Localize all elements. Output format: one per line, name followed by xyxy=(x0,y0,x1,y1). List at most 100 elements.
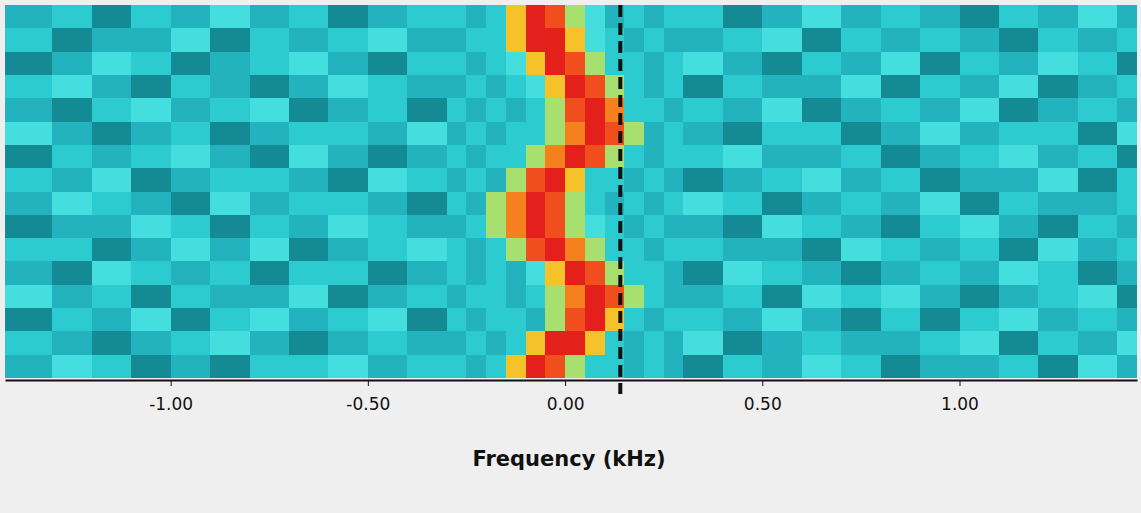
heatmap-cell xyxy=(407,28,447,52)
heatmap-cell xyxy=(486,28,506,52)
heatmap-cell xyxy=(289,5,329,29)
x-tick-label: 0.00 xyxy=(547,394,585,414)
heatmap-cell xyxy=(466,75,486,99)
heatmap-cell xyxy=(644,98,664,122)
heatmap-cell xyxy=(683,145,723,169)
heatmap-cell xyxy=(683,331,723,355)
x-tick: -0.50 xyxy=(346,380,390,414)
heatmap-cell xyxy=(565,215,585,239)
heatmap-cell xyxy=(92,238,132,262)
heatmap-cell xyxy=(585,192,605,216)
heatmap-cell xyxy=(920,5,960,29)
heatmap-cell xyxy=(526,122,546,146)
heatmap-cell xyxy=(250,355,290,378)
heatmap-cell xyxy=(644,261,664,285)
heatmap-cell xyxy=(466,331,486,355)
heatmap-cell xyxy=(644,285,664,309)
heatmap-cell xyxy=(486,122,506,146)
heatmap-cell xyxy=(545,238,565,262)
heatmap-cell xyxy=(1117,285,1137,309)
heatmap-cell xyxy=(1038,192,1078,216)
heatmap-cell xyxy=(466,98,486,122)
heatmap-cell xyxy=(506,98,526,122)
heatmap-cell xyxy=(5,355,53,378)
heatmap-cell xyxy=(545,192,565,216)
heatmap-cell xyxy=(250,261,290,285)
heatmap-cell xyxy=(624,52,644,76)
heatmap-cell xyxy=(171,308,211,332)
heatmap-cell xyxy=(1117,215,1137,239)
heatmap-cell xyxy=(920,331,960,355)
heatmap-cell xyxy=(1117,261,1137,285)
heatmap-cell xyxy=(723,215,763,239)
heatmap-cell xyxy=(5,98,53,122)
heatmap-cell xyxy=(565,308,585,332)
heatmap-cell xyxy=(644,122,664,146)
heatmap-cell xyxy=(960,215,1000,239)
heatmap-cell xyxy=(1078,261,1118,285)
heatmap-cell xyxy=(644,192,664,216)
heatmap-cell xyxy=(486,5,506,29)
heatmap-cell xyxy=(328,98,368,122)
heatmap-cell xyxy=(624,215,644,239)
heatmap-cell xyxy=(506,5,526,29)
heatmap-cell xyxy=(920,238,960,262)
reference-line xyxy=(618,5,622,394)
heatmap-cell xyxy=(565,238,585,262)
heatmap-cell xyxy=(328,285,368,309)
heatmap-cell xyxy=(802,52,842,76)
heatmap-cell xyxy=(762,28,802,52)
heatmap-cell xyxy=(762,238,802,262)
heatmap-cell xyxy=(881,331,921,355)
heatmap-cell xyxy=(1038,75,1078,99)
heatmap-cell xyxy=(250,98,290,122)
heatmap-cell xyxy=(52,192,92,216)
heatmap-cell xyxy=(999,52,1039,76)
heatmap-cell xyxy=(802,145,842,169)
heatmap-cell xyxy=(131,168,171,192)
heatmap-cell xyxy=(664,215,684,239)
heatmap-cell xyxy=(5,215,53,239)
heatmap-cell xyxy=(585,215,605,239)
heatmap-cell xyxy=(545,52,565,76)
heatmap-cell xyxy=(683,215,723,239)
heatmap-cell xyxy=(1038,5,1078,29)
heatmap-cell xyxy=(723,5,763,29)
heatmap-cell xyxy=(545,98,565,122)
heatmap-cell xyxy=(328,261,368,285)
heatmap-cell xyxy=(545,168,565,192)
heatmap-cell xyxy=(920,168,960,192)
heatmap-cell xyxy=(210,52,250,76)
heatmap-cell xyxy=(565,285,585,309)
x-axis-line xyxy=(6,380,1138,382)
heatmap-cell xyxy=(466,238,486,262)
heatmap-cell xyxy=(762,285,802,309)
chart: -1.00-0.500.000.501.00Frequency (kHz) xyxy=(0,0,1141,513)
heatmap-cell xyxy=(210,355,250,378)
heatmap-cell xyxy=(506,285,526,309)
heatmap-cell xyxy=(368,285,408,309)
heatmap-cell xyxy=(545,355,565,378)
heatmap-cell xyxy=(802,308,842,332)
heatmap-cell xyxy=(407,308,447,332)
heatmap-cell xyxy=(802,5,842,29)
heatmap-cell xyxy=(999,285,1039,309)
heatmap-cell xyxy=(802,28,842,52)
heatmap-cell xyxy=(506,215,526,239)
heatmap-cell xyxy=(526,238,546,262)
heatmap-cell xyxy=(250,285,290,309)
heatmap-cell xyxy=(210,261,250,285)
heatmap-cell xyxy=(92,192,132,216)
heatmap-cell xyxy=(762,98,802,122)
heatmap-cell xyxy=(644,75,664,99)
heatmap-cell xyxy=(683,168,723,192)
heatmap-cell xyxy=(1117,75,1137,99)
heatmap-cell xyxy=(881,168,921,192)
heatmap-cell xyxy=(683,308,723,332)
heatmap-cell xyxy=(368,215,408,239)
heatmap-cell xyxy=(506,122,526,146)
heatmap-cell xyxy=(624,238,644,262)
heatmap-cell xyxy=(447,145,467,169)
heatmap-cell xyxy=(881,28,921,52)
heatmap-cell xyxy=(1117,98,1137,122)
